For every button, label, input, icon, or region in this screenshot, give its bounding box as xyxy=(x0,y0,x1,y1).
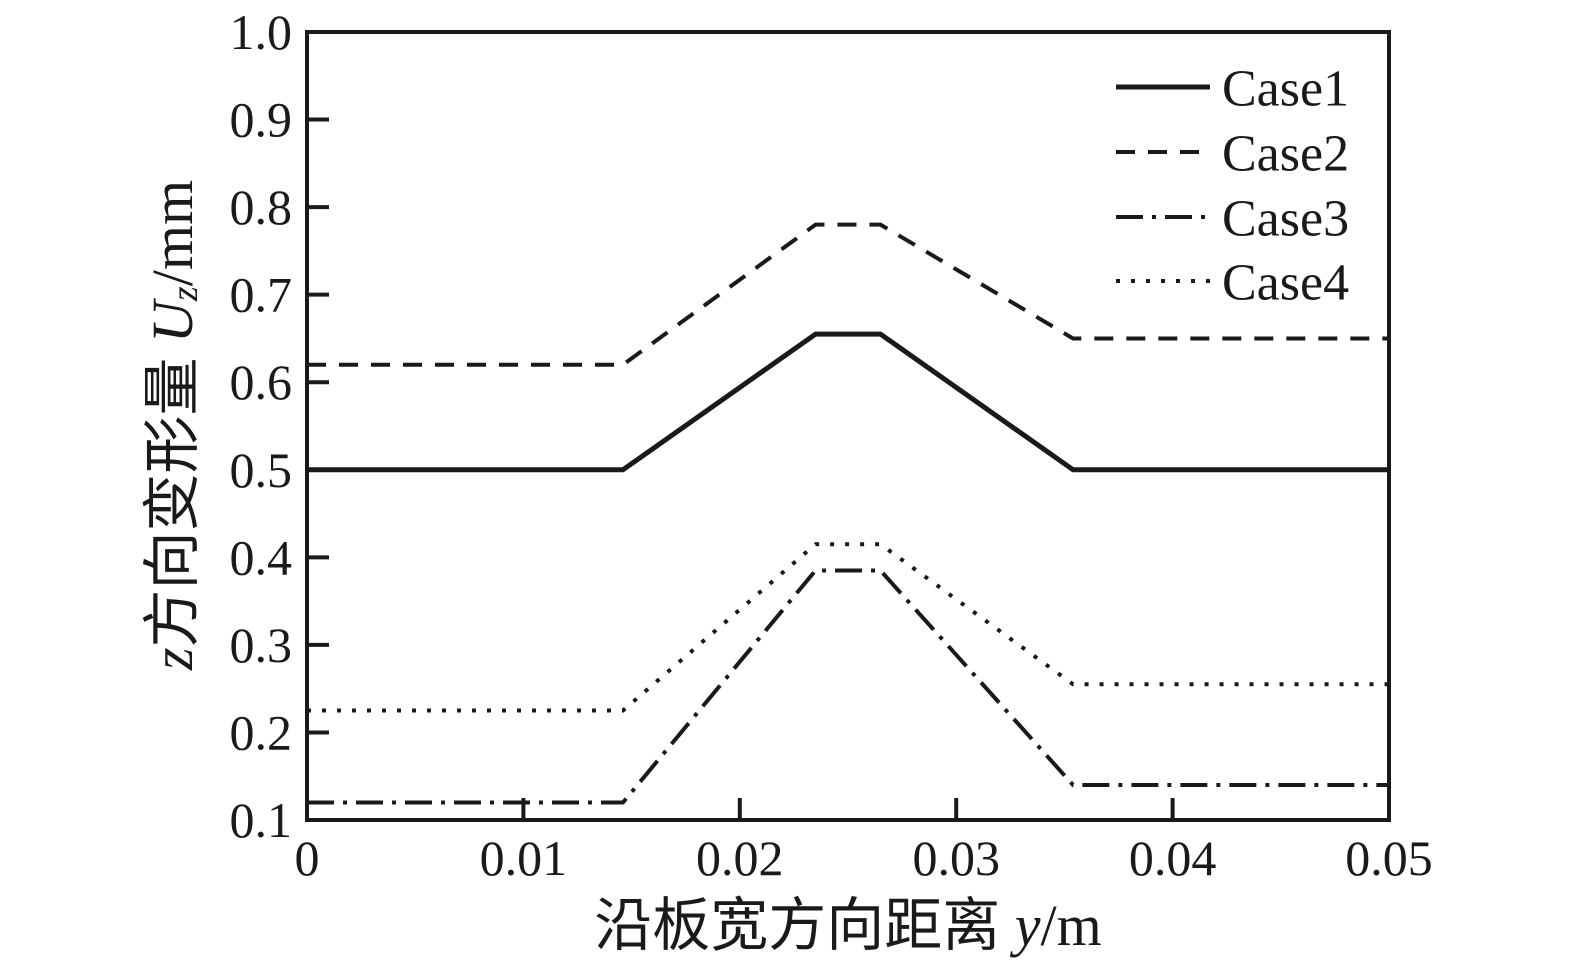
legend-label-case3: Case3 xyxy=(1222,191,1349,248)
axis-ticks xyxy=(305,30,1391,822)
x-axis-title: 沿板宽方向距离 y/m xyxy=(594,893,1102,958)
y-tick-label: 0.2 xyxy=(230,704,293,760)
y-axis-title-text: 方向变形量 xyxy=(140,343,205,648)
series-line-case2 xyxy=(307,222,1389,367)
axis-tick-labels: 0 0.01 0.02 0.03 0.04 0.05 0.1 0.2 0.3 0.4 0.5 0.6 0… xyxy=(230,4,1433,886)
legend-label-case2: Case2 xyxy=(1222,126,1349,183)
series-line-case4 xyxy=(307,542,1389,713)
y-tick-label: 0.1 xyxy=(230,792,293,848)
y-tick-label: 1.0 xyxy=(230,4,293,60)
y-axis-title-symbol: U xyxy=(140,297,205,343)
x-tick-label: 0.03 xyxy=(912,830,1000,886)
legend: Case1 Case2 Case3 Case4 xyxy=(1116,61,1349,312)
y-tick-label: 0.3 xyxy=(230,617,293,673)
y-tick-label: 0.5 xyxy=(230,442,293,498)
y-tick-label: 0.7 xyxy=(230,267,293,323)
y-axis-title-variable: z xyxy=(140,647,205,671)
series-line-case3 xyxy=(307,568,1389,805)
y-tick-label: 0.4 xyxy=(230,529,293,585)
x-axis-title-unit: /m xyxy=(1041,893,1102,958)
x-tick-label: 0.04 xyxy=(1129,830,1217,886)
y-axis-title-unit: /mm xyxy=(140,180,205,286)
x-axis-title-text: 沿板宽方向距离 xyxy=(594,893,1015,958)
x-tick-label: 0.02 xyxy=(696,830,784,886)
legend-label-case4: Case4 xyxy=(1222,255,1349,312)
series-line-case1 xyxy=(307,331,1389,473)
x-tick-label: 0.01 xyxy=(480,830,568,886)
x-tick-label: 0 xyxy=(295,830,320,886)
y-tick-label: 0.9 xyxy=(230,92,293,148)
x-axis-title-variable: y xyxy=(1010,893,1041,958)
y-tick-label: 0.6 xyxy=(230,354,293,410)
y-axis-title-subscript: z xyxy=(164,286,206,302)
x-tick-label: 0.05 xyxy=(1345,830,1433,886)
series-lines xyxy=(307,222,1389,805)
plot-area-frame xyxy=(305,30,1391,822)
y-axis-title: z方向变形量 Uz/mm xyxy=(140,180,207,671)
legend-label-case1: Case1 xyxy=(1222,61,1349,118)
y-tick-label: 0.8 xyxy=(230,179,293,235)
